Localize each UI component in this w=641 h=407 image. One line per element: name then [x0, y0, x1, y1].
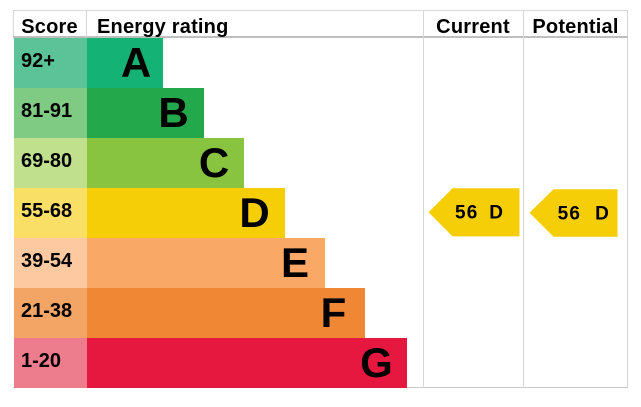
svg-text:D: D — [489, 203, 503, 224]
svg-text:56: 56 — [558, 203, 582, 224]
svg-text:D: D — [595, 203, 609, 224]
svg-text:56: 56 — [455, 203, 479, 224]
